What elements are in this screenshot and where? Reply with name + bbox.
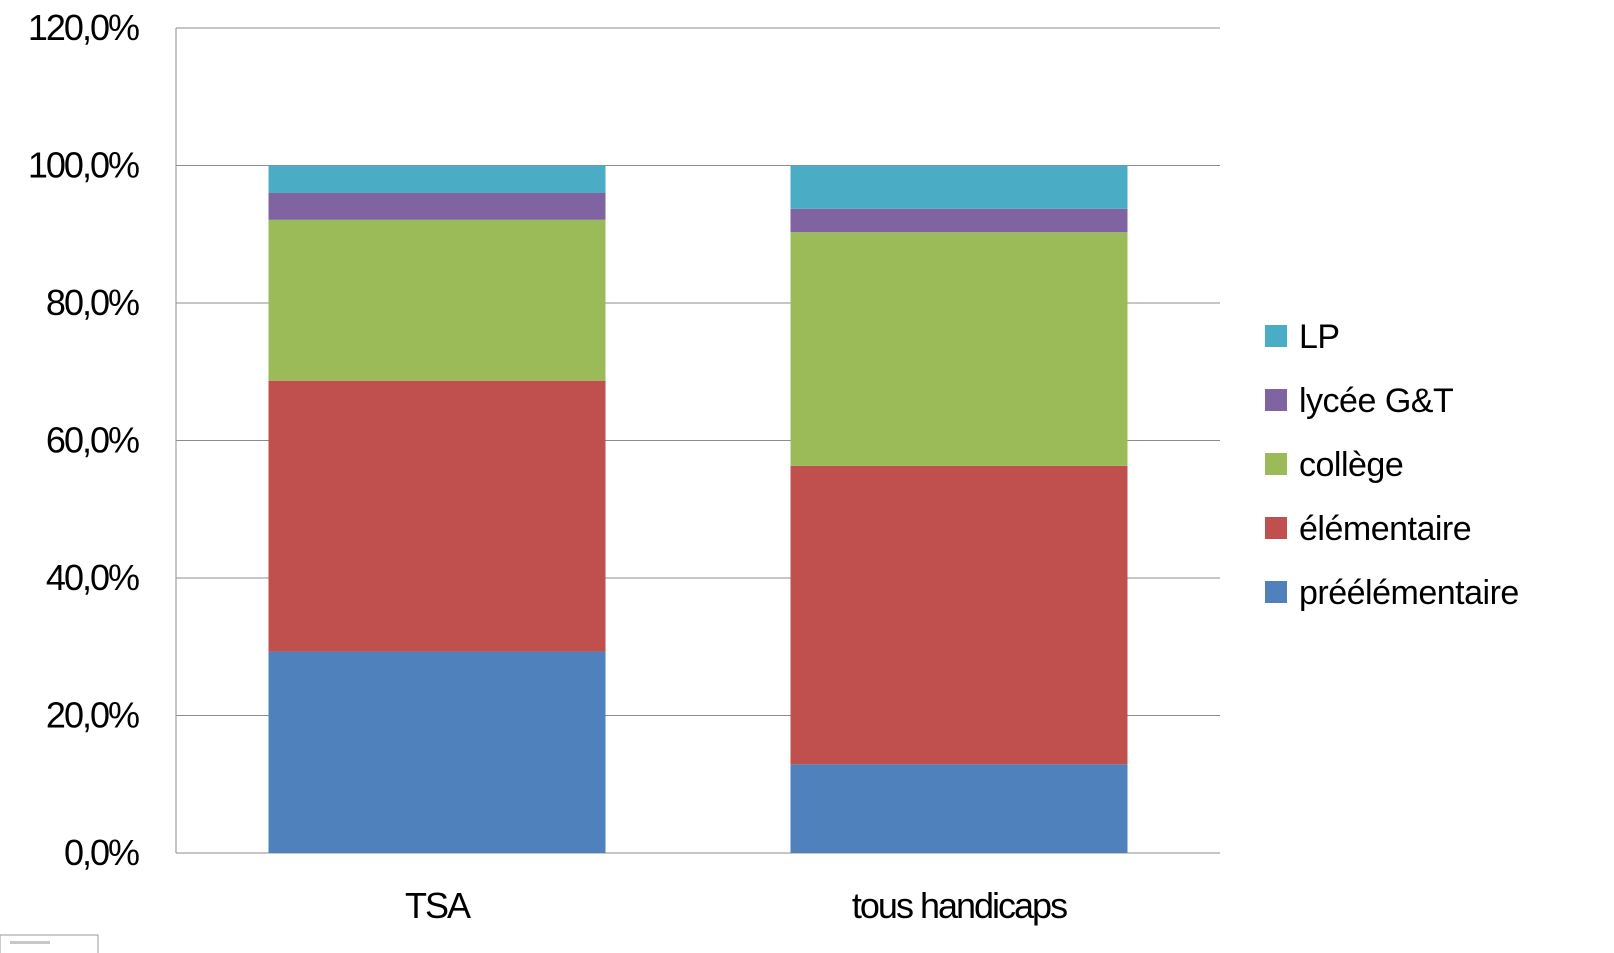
bar-segment	[268, 219, 606, 381]
legend-swatch	[1265, 325, 1287, 347]
x-tick-label: tous handicaps	[852, 885, 1067, 926]
bar-segment	[268, 165, 606, 193]
legend-label: LP	[1299, 318, 1340, 356]
bar-segment	[268, 380, 606, 652]
bar-segment	[790, 232, 1128, 466]
legend-label: lycée G&T	[1299, 382, 1453, 420]
legend-label: élémentaire	[1299, 510, 1471, 548]
y-tick-label: 60,0%	[46, 420, 139, 461]
bar-segment	[790, 165, 1128, 209]
y-tick-label: 0,0%	[64, 832, 139, 873]
stamp-logo	[0, 934, 99, 953]
legend: LP lycée G&T collège élémentaire préélémenta…	[1265, 318, 1519, 612]
legend-swatch	[1265, 453, 1287, 475]
y-tick-label: 20,0%	[46, 695, 139, 736]
y-tick-label: 100,0%	[28, 145, 139, 186]
x-tick-label: TSA	[405, 885, 471, 926]
bar-segment	[268, 193, 606, 220]
legend-swatch	[1265, 389, 1287, 411]
legend-swatch	[1265, 581, 1287, 603]
bar-segment	[790, 764, 1128, 853]
bar-segment	[790, 465, 1128, 765]
legend-swatch	[1265, 517, 1287, 539]
bar-segment	[790, 208, 1128, 233]
legend-label: collège	[1299, 446, 1403, 484]
y-tick-label: 80,0%	[46, 282, 139, 323]
legend-label: préélémentaire	[1299, 574, 1519, 612]
bars	[268, 165, 1128, 853]
bar-segment	[268, 651, 606, 853]
y-tick-label: 40,0%	[46, 557, 139, 598]
tick-labels: 0,0% 20,0% 40,0% 60,0% 80,0% 100,0% 120,0% TSA t…	[28, 7, 1069, 926]
y-tick-label: 120,0%	[28, 7, 139, 48]
